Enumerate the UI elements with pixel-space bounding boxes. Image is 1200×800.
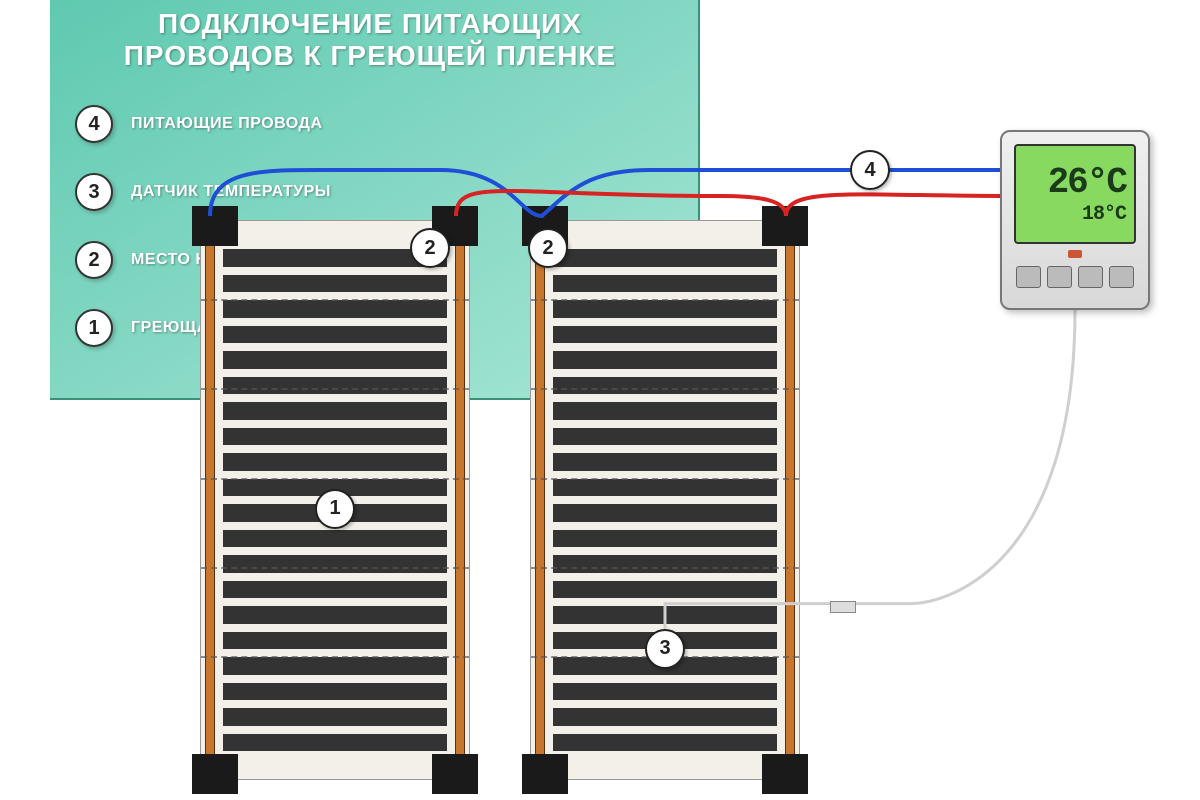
carbon-stripe <box>553 326 777 344</box>
thermostat-button[interactable] <box>1109 266 1134 288</box>
carbon-stripe <box>223 632 447 650</box>
carbon-stripe <box>223 453 447 471</box>
callout-4: 4 <box>850 150 890 190</box>
thermostat-led-icon <box>1068 250 1082 258</box>
contact-pad <box>192 206 238 246</box>
carbon-stripe <box>553 453 777 471</box>
carbon-stripe <box>553 351 777 369</box>
cut-line <box>201 299 469 301</box>
contact-pad <box>192 754 238 794</box>
carbon-stripe <box>553 581 777 599</box>
contact-pad <box>762 754 808 794</box>
cut-line <box>531 388 799 390</box>
carbon-stripe <box>223 657 447 675</box>
carbon-stripe <box>553 683 777 701</box>
carbon-stripe <box>223 530 447 548</box>
carbon-stripe <box>553 606 777 624</box>
cut-line <box>531 478 799 480</box>
carbon-stripe <box>223 402 447 420</box>
carbon-stripe <box>553 555 777 573</box>
callout-1: 1 <box>315 489 355 529</box>
carbon-stripe <box>223 275 447 293</box>
thermostat: 26°C 18°C <box>1000 130 1150 310</box>
thermostat-button[interactable] <box>1016 266 1041 288</box>
thermostat-screen: 26°C 18°C <box>1014 144 1136 244</box>
carbon-stripe <box>223 555 447 573</box>
carbon-stripe <box>553 504 777 522</box>
carbon-stripe <box>553 734 777 752</box>
cut-line <box>201 478 469 480</box>
carbon-stripe <box>553 428 777 446</box>
cut-line <box>201 567 469 569</box>
thermostat-buttons <box>1016 266 1134 288</box>
legend-label-3: ДАТЧИК ТЕМПЕРАТУРЫ <box>131 183 331 201</box>
carbon-stripe <box>553 300 777 318</box>
carbon-stripe <box>223 581 447 599</box>
copper-bus-right <box>455 221 465 779</box>
carbon-stripe <box>223 606 447 624</box>
carbon-stripe <box>553 708 777 726</box>
cut-line <box>531 299 799 301</box>
cut-line <box>201 656 469 658</box>
carbon-stripe <box>223 734 447 752</box>
copper-bus-left <box>535 221 545 779</box>
legend-number-3: 3 <box>75 173 113 211</box>
contact-pad <box>432 754 478 794</box>
carbon-stripe <box>223 377 447 395</box>
legend-number-1: 1 <box>75 309 113 347</box>
thermostat-button[interactable] <box>1078 266 1103 288</box>
copper-bus-right <box>785 221 795 779</box>
cut-line <box>531 567 799 569</box>
carbon-stripe <box>553 377 777 395</box>
thermostat-temp-set: 18°C <box>1082 203 1126 226</box>
carbon-stripe <box>553 249 777 267</box>
title-line-1: ПОДКЛЮЧЕНИЕ ПИТАЮЩИХ <box>20 8 720 40</box>
contact-pad <box>522 754 568 794</box>
legend-row: 4 ПИТАЮЩИЕ ПРОВОДА <box>75 90 395 158</box>
heating-film-2 <box>530 220 800 780</box>
carbon-stripe <box>223 683 447 701</box>
thermostat-temp-main: 26°C <box>1048 162 1126 203</box>
sensor-icon <box>830 601 856 613</box>
legend-number-4: 4 <box>75 105 113 143</box>
diagram-stage: ПОДКЛЮЧЕНИЕ ПИТАЮЩИХ ПРОВОДОВ К ГРЕЮЩЕЙ … <box>20 0 1180 800</box>
callout-2a: 2 <box>410 228 450 268</box>
carbon-stripe <box>223 300 447 318</box>
carbon-stripe <box>553 530 777 548</box>
callout-2b: 2 <box>528 228 568 268</box>
carbon-stripe <box>553 402 777 420</box>
callout-3: 3 <box>645 629 685 669</box>
carbon-stripe <box>553 275 777 293</box>
cut-line <box>201 388 469 390</box>
contact-pad <box>762 206 808 246</box>
thermostat-button[interactable] <box>1047 266 1072 288</box>
legend-label-4: ПИТАЮЩИЕ ПРОВОДА <box>131 115 323 133</box>
title-line-2: ПРОВОДОВ К ГРЕЮЩЕЙ ПЛЕНКЕ <box>20 40 720 72</box>
carbon-stripe <box>553 479 777 497</box>
legend-number-2: 2 <box>75 241 113 279</box>
carbon-stripe <box>223 351 447 369</box>
carbon-stripe <box>223 428 447 446</box>
carbon-stripe <box>223 708 447 726</box>
diagram-title: ПОДКЛЮЧЕНИЕ ПИТАЮЩИХ ПРОВОДОВ К ГРЕЮЩЕЙ … <box>20 8 720 72</box>
copper-bus-left <box>205 221 215 779</box>
carbon-stripes <box>553 249 777 751</box>
carbon-stripe <box>223 326 447 344</box>
